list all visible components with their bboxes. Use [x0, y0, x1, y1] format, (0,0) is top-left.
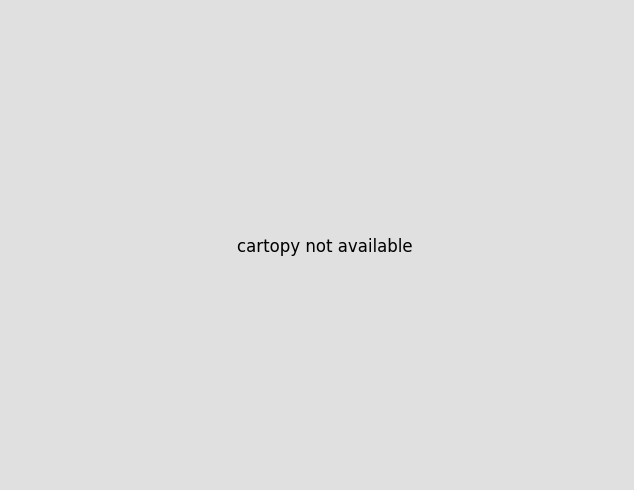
Text: cartopy not available: cartopy not available	[237, 239, 413, 256]
